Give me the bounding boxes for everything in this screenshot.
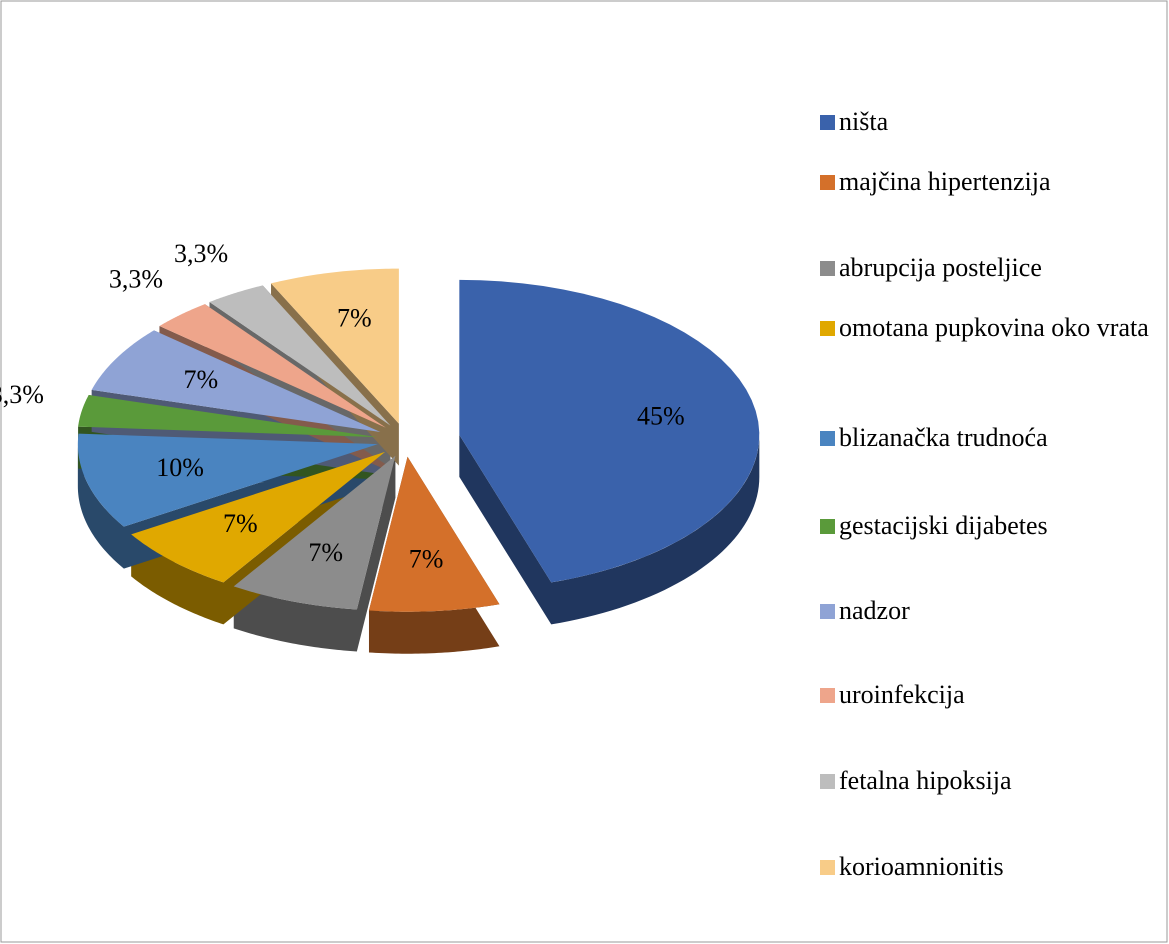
pie-slice (271, 268, 399, 424)
legend-item: nadzor (820, 596, 1160, 626)
legend-label: fetalna hipoksija (839, 766, 1012, 795)
data-label: 7% (184, 365, 219, 394)
data-label: 7% (223, 509, 258, 538)
legend-item: ništa (820, 107, 1160, 137)
data-label: 3,3% (109, 265, 163, 294)
legend-label: korioamnionitis (839, 852, 1004, 881)
pie-slice-side (459, 279, 760, 625)
pie-slice (209, 285, 391, 426)
legend-swatch (820, 431, 835, 446)
legend-label: blizanačka trudnoća (839, 423, 1048, 452)
legend-swatch (820, 175, 835, 190)
pie-slice (459, 279, 760, 583)
data-label: 3,3% (174, 239, 228, 268)
data-label: 7% (409, 545, 444, 574)
legend-swatch (820, 604, 835, 619)
legend-swatch (820, 860, 835, 875)
legend-swatch (820, 688, 835, 703)
pie-slice (368, 456, 500, 612)
data-label: 3,3% (0, 380, 44, 409)
pie-slice (91, 330, 381, 433)
legend-label: gestacijski dijabetes (839, 511, 1048, 540)
legend-item: fetalna hipoksija (820, 766, 1160, 796)
legend-item: omotana pupkovina oko vrata (820, 313, 1160, 343)
legend-label: uroinfekcija (839, 680, 965, 709)
data-label: 7% (308, 538, 343, 567)
pie-slice (159, 304, 386, 428)
legend-swatch (820, 774, 835, 789)
data-label: 10% (156, 453, 204, 482)
legend-label: ništa (839, 107, 889, 136)
data-label: 7% (337, 304, 372, 333)
legend-label: majčina hipertenzija (839, 167, 1051, 196)
legend-swatch (820, 261, 835, 276)
legend-label: nadzor (839, 596, 910, 625)
legend-item: majčina hipertenzija (820, 167, 1160, 197)
pie-slice (78, 395, 378, 438)
legend-item: gestacijski dijabetes (820, 511, 1160, 541)
pie-slice (233, 455, 396, 610)
legend-swatch (820, 321, 835, 336)
legend-swatch (820, 115, 835, 130)
legend-item: abrupcija posteljice (820, 253, 1160, 283)
legend-item: korioamnionitis (820, 852, 1160, 882)
legend-label: abrupcija posteljice (839, 253, 1042, 282)
pie-slice (131, 451, 386, 583)
legend-item: uroinfekcija (820, 680, 1160, 710)
legend-swatch (820, 519, 835, 534)
data-label: 45% (637, 402, 685, 431)
legend-label: omotana pupkovina oko vrata (839, 313, 1149, 342)
legend-item: blizanačka trudnoća (820, 423, 1160, 453)
pie-slice (77, 433, 378, 527)
